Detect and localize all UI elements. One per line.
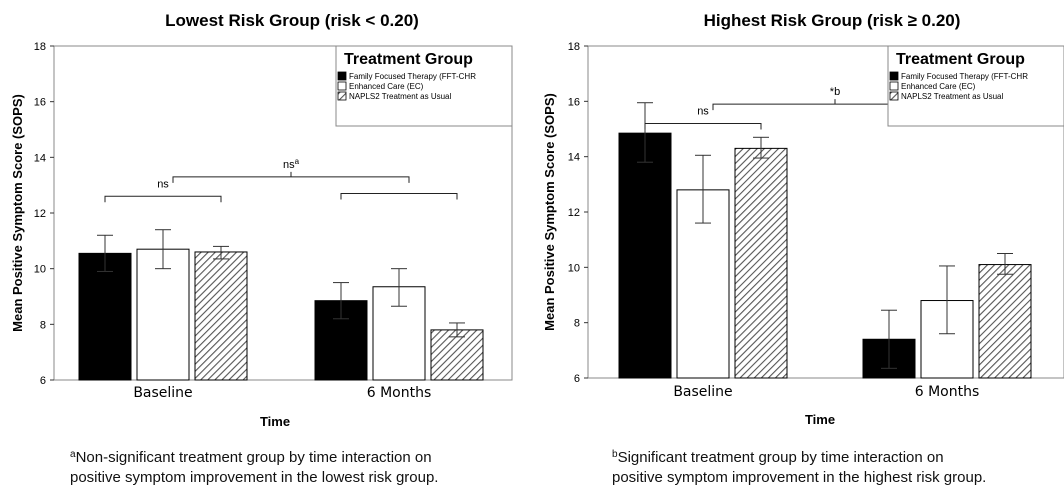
x-axis-label: Time [260, 414, 290, 429]
bar [734, 147, 788, 379]
bar [618, 132, 672, 379]
legend-item: Family Focused Therapy (FFT-CHR [901, 72, 1028, 81]
y-axis-label: Mean Positive Symptom Score (SOPS) [10, 94, 25, 332]
y-tick-label: 10 [568, 262, 580, 274]
bar [136, 248, 190, 381]
legend-swatch [337, 81, 347, 91]
significance-bracket [644, 122, 762, 130]
legend-item: Enhanced Care (EC) [901, 82, 976, 91]
legend-title: Treatment Group [896, 51, 1025, 68]
y-tick-label: 6 [574, 373, 580, 385]
chart-title: Highest Risk Group (risk ≥ 0.20) [704, 11, 961, 30]
legend-box [335, 45, 513, 127]
significance-superscript: a [295, 157, 300, 166]
significance-label: nsa [283, 157, 300, 171]
legend-item: Family Focused Therapy (FFT-CHR [349, 72, 476, 81]
x-tick-label: Baseline [133, 385, 192, 401]
y-tick-label: 16 [34, 97, 46, 109]
legend-swatch [889, 71, 899, 81]
x-tick-label: 6 Months [367, 385, 432, 401]
y-tick-label: 12 [568, 207, 580, 219]
chart-panel-2: Highest Risk Group (risk ≥ 0.20) 6 8 10 12 14… [542, 11, 1064, 427]
footnote-left: aNon-significant treatment group by time… [70, 449, 439, 486]
bar [78, 252, 132, 381]
x-tick-label: 6 Months [915, 384, 980, 400]
legend: Treatment Group Family Focused Therapy (F… [887, 45, 1064, 127]
legend-swatch [337, 71, 347, 81]
y-tick-label: 10 [34, 264, 46, 276]
y-tick-label: 18 [568, 41, 580, 53]
legend-box [887, 45, 1064, 127]
significance-label: ns [697, 105, 709, 117]
y-tick-label: 18 [34, 41, 46, 53]
legend-title: Treatment Group [344, 51, 473, 68]
significance-label: *b [830, 86, 840, 98]
significance-bracket [340, 193, 458, 200]
legend-swatch [889, 91, 899, 101]
legend-item: NAPLS2 Treatment as Usual [349, 92, 451, 101]
legend: Treatment Group Family Focused Therapy (F… [335, 45, 513, 127]
significance-bracket [172, 176, 410, 183]
significance-label: ns [157, 178, 169, 190]
significance-bracket [104, 195, 222, 203]
y-tick-label: 14 [568, 152, 580, 164]
chart-panel-1: Lowest Risk Group (risk < 0.20) 6 8 10 12 14 1… [10, 11, 513, 429]
chart-title: Lowest Risk Group (risk < 0.20) [165, 11, 419, 30]
y-tick-label: 16 [568, 96, 580, 108]
y-axis-label: Mean Positive Symptom Score (SOPS) [542, 93, 557, 331]
y-tick-label: 12 [34, 208, 46, 220]
y-tick-label: 14 [34, 152, 46, 164]
footnote-right: bSignificant treatment group by time int… [612, 449, 987, 486]
bar [194, 251, 248, 381]
y-tick-label: 8 [40, 319, 46, 331]
y-tick-label: 6 [40, 375, 46, 387]
x-axis-label: Time [805, 412, 835, 427]
bar [978, 264, 1032, 379]
y-tick-label: 8 [574, 318, 580, 330]
legend-item: NAPLS2 Treatment as Usual [901, 92, 1003, 101]
bar [430, 329, 484, 381]
legend-swatch [337, 91, 347, 101]
legend-swatch [889, 81, 899, 91]
x-tick-label: Baseline [673, 384, 732, 400]
legend-item: Enhanced Care (EC) [349, 82, 424, 91]
